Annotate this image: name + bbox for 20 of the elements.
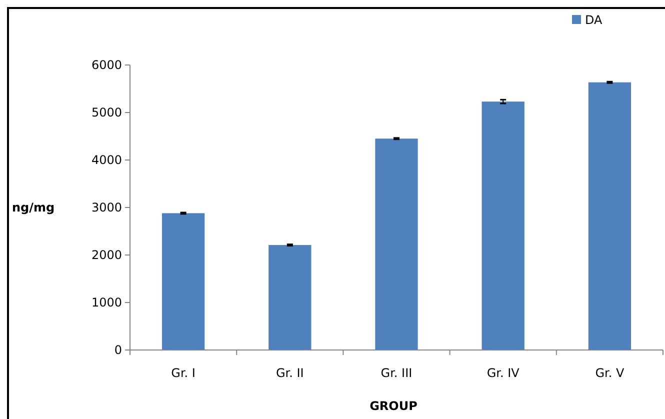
y-tick-label: 0 — [114, 343, 122, 358]
legend-label: DA — [585, 13, 604, 27]
y-tick-label: 4000 — [91, 153, 122, 168]
x-tick-label: Gr. IV — [486, 366, 520, 380]
x-axis-title: GROUP — [370, 399, 418, 413]
y-axis-title: ng/mg — [12, 200, 55, 214]
y-tick-label: 6000 — [91, 58, 122, 72]
x-tick-label: Gr. III — [380, 366, 412, 380]
bar — [588, 82, 632, 350]
x-tick-label: Gr. V — [595, 366, 625, 380]
x-tick-label: Gr. I — [171, 366, 196, 380]
bar — [375, 138, 418, 350]
y-tick-label: 2000 — [91, 248, 122, 262]
y-tick-label: 3000 — [91, 200, 122, 215]
bar — [268, 245, 312, 350]
bar — [482, 102, 524, 350]
x-tick-label: Gr. II — [276, 366, 304, 380]
y-tick-label: 5000 — [91, 106, 122, 120]
y-tick-label: 1000 — [91, 296, 122, 310]
bar — [162, 213, 205, 350]
